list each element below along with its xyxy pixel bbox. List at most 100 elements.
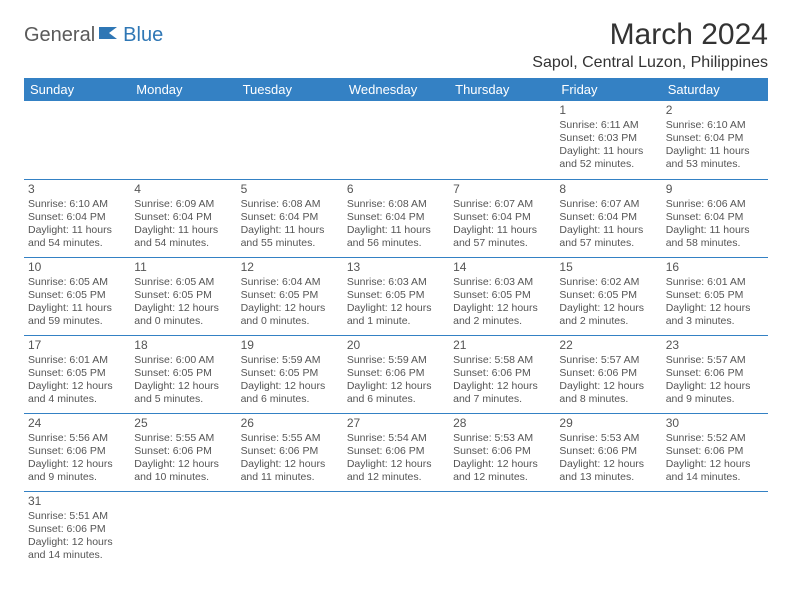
day-number: 14 bbox=[453, 260, 551, 275]
location-subtitle: Sapol, Central Luzon, Philippines bbox=[532, 54, 768, 72]
sunset-text: Sunset: 6:05 PM bbox=[666, 289, 764, 302]
weekday-header: Monday bbox=[130, 78, 236, 101]
calendar-cell: 2Sunrise: 6:10 AMSunset: 6:04 PMDaylight… bbox=[662, 101, 768, 179]
daylight-text: Daylight: 12 hours and 10 minutes. bbox=[134, 458, 232, 484]
sunrise-text: Sunrise: 6:03 AM bbox=[453, 276, 551, 289]
daylight-text: Daylight: 12 hours and 0 minutes. bbox=[134, 302, 232, 328]
calendar-cell: 27Sunrise: 5:54 AMSunset: 6:06 PMDayligh… bbox=[343, 413, 449, 491]
day-number: 29 bbox=[559, 416, 657, 431]
weekday-header-row: Sunday Monday Tuesday Wednesday Thursday… bbox=[24, 78, 768, 101]
day-number: 15 bbox=[559, 260, 657, 275]
day-number: 27 bbox=[347, 416, 445, 431]
calendar-cell: 28Sunrise: 5:53 AMSunset: 6:06 PMDayligh… bbox=[449, 413, 555, 491]
calendar-cell bbox=[343, 101, 449, 179]
daylight-text: Daylight: 11 hours and 58 minutes. bbox=[666, 224, 764, 250]
day-number: 22 bbox=[559, 338, 657, 353]
calendar-cell: 11Sunrise: 6:05 AMSunset: 6:05 PMDayligh… bbox=[130, 257, 236, 335]
calendar-cell: 7Sunrise: 6:07 AMSunset: 6:04 PMDaylight… bbox=[449, 179, 555, 257]
sunrise-text: Sunrise: 6:00 AM bbox=[134, 354, 232, 367]
day-number: 1 bbox=[559, 103, 657, 118]
sunrise-text: Sunrise: 6:01 AM bbox=[666, 276, 764, 289]
sunrise-text: Sunrise: 5:58 AM bbox=[453, 354, 551, 367]
sunrise-text: Sunrise: 5:55 AM bbox=[134, 432, 232, 445]
calendar-cell bbox=[24, 101, 130, 179]
weekday-header: Friday bbox=[555, 78, 661, 101]
daylight-text: Daylight: 12 hours and 4 minutes. bbox=[28, 380, 126, 406]
daylight-text: Daylight: 12 hours and 5 minutes. bbox=[134, 380, 232, 406]
calendar-table: Sunday Monday Tuesday Wednesday Thursday… bbox=[24, 78, 768, 569]
sunrise-text: Sunrise: 6:08 AM bbox=[241, 198, 339, 211]
sunrise-text: Sunrise: 5:52 AM bbox=[666, 432, 764, 445]
calendar-row: 1Sunrise: 6:11 AMSunset: 6:03 PMDaylight… bbox=[24, 101, 768, 179]
calendar-cell: 1Sunrise: 6:11 AMSunset: 6:03 PMDaylight… bbox=[555, 101, 661, 179]
sunset-text: Sunset: 6:05 PM bbox=[453, 289, 551, 302]
calendar-row: 31Sunrise: 5:51 AMSunset: 6:06 PMDayligh… bbox=[24, 491, 768, 569]
sunrise-text: Sunrise: 5:56 AM bbox=[28, 432, 126, 445]
sunset-text: Sunset: 6:04 PM bbox=[28, 211, 126, 224]
daylight-text: Daylight: 12 hours and 1 minute. bbox=[347, 302, 445, 328]
day-number: 23 bbox=[666, 338, 764, 353]
sunrise-text: Sunrise: 5:53 AM bbox=[559, 432, 657, 445]
sunset-text: Sunset: 6:04 PM bbox=[241, 211, 339, 224]
calendar-cell: 31Sunrise: 5:51 AMSunset: 6:06 PMDayligh… bbox=[24, 491, 130, 569]
page-title: March 2024 bbox=[532, 18, 768, 52]
calendar-cell bbox=[343, 491, 449, 569]
day-number: 9 bbox=[666, 182, 764, 197]
sunset-text: Sunset: 6:05 PM bbox=[347, 289, 445, 302]
calendar-cell: 26Sunrise: 5:55 AMSunset: 6:06 PMDayligh… bbox=[237, 413, 343, 491]
calendar-cell: 12Sunrise: 6:04 AMSunset: 6:05 PMDayligh… bbox=[237, 257, 343, 335]
daylight-text: Daylight: 11 hours and 54 minutes. bbox=[28, 224, 126, 250]
calendar-cell: 21Sunrise: 5:58 AMSunset: 6:06 PMDayligh… bbox=[449, 335, 555, 413]
day-number: 7 bbox=[453, 182, 551, 197]
sunrise-text: Sunrise: 5:51 AM bbox=[28, 510, 126, 523]
day-number: 3 bbox=[28, 182, 126, 197]
sunrise-text: Sunrise: 6:06 AM bbox=[666, 198, 764, 211]
weekday-header: Thursday bbox=[449, 78, 555, 101]
sunset-text: Sunset: 6:04 PM bbox=[559, 211, 657, 224]
calendar-cell: 23Sunrise: 5:57 AMSunset: 6:06 PMDayligh… bbox=[662, 335, 768, 413]
calendar-cell bbox=[662, 491, 768, 569]
daylight-text: Daylight: 12 hours and 2 minutes. bbox=[453, 302, 551, 328]
sunset-text: Sunset: 6:06 PM bbox=[666, 367, 764, 380]
sunset-text: Sunset: 6:04 PM bbox=[347, 211, 445, 224]
day-number: 5 bbox=[241, 182, 339, 197]
day-number: 17 bbox=[28, 338, 126, 353]
calendar-cell: 13Sunrise: 6:03 AMSunset: 6:05 PMDayligh… bbox=[343, 257, 449, 335]
sunset-text: Sunset: 6:04 PM bbox=[666, 132, 764, 145]
day-number: 6 bbox=[347, 182, 445, 197]
sunset-text: Sunset: 6:06 PM bbox=[453, 367, 551, 380]
day-number: 30 bbox=[666, 416, 764, 431]
sunset-text: Sunset: 6:05 PM bbox=[28, 289, 126, 302]
calendar-cell: 22Sunrise: 5:57 AMSunset: 6:06 PMDayligh… bbox=[555, 335, 661, 413]
sunset-text: Sunset: 6:06 PM bbox=[134, 445, 232, 458]
sunset-text: Sunset: 6:06 PM bbox=[241, 445, 339, 458]
calendar-cell: 3Sunrise: 6:10 AMSunset: 6:04 PMDaylight… bbox=[24, 179, 130, 257]
calendar-cell: 20Sunrise: 5:59 AMSunset: 6:06 PMDayligh… bbox=[343, 335, 449, 413]
day-number: 26 bbox=[241, 416, 339, 431]
day-number: 2 bbox=[666, 103, 764, 118]
daylight-text: Daylight: 11 hours and 59 minutes. bbox=[28, 302, 126, 328]
weekday-header: Sunday bbox=[24, 78, 130, 101]
sunrise-text: Sunrise: 6:05 AM bbox=[28, 276, 126, 289]
calendar-cell bbox=[449, 101, 555, 179]
daylight-text: Daylight: 12 hours and 14 minutes. bbox=[28, 536, 126, 562]
daylight-text: Daylight: 12 hours and 7 minutes. bbox=[453, 380, 551, 406]
header: General Blue March 2024 Sapol, Central L… bbox=[24, 18, 768, 72]
sunrise-text: Sunrise: 5:53 AM bbox=[453, 432, 551, 445]
calendar-cell: 19Sunrise: 5:59 AMSunset: 6:05 PMDayligh… bbox=[237, 335, 343, 413]
sunrise-text: Sunrise: 5:55 AM bbox=[241, 432, 339, 445]
daylight-text: Daylight: 11 hours and 53 minutes. bbox=[666, 145, 764, 171]
day-number: 12 bbox=[241, 260, 339, 275]
logo: General Blue bbox=[24, 18, 163, 47]
sunset-text: Sunset: 6:06 PM bbox=[347, 367, 445, 380]
calendar-row: 17Sunrise: 6:01 AMSunset: 6:05 PMDayligh… bbox=[24, 335, 768, 413]
sunset-text: Sunset: 6:05 PM bbox=[559, 289, 657, 302]
calendar-row: 10Sunrise: 6:05 AMSunset: 6:05 PMDayligh… bbox=[24, 257, 768, 335]
day-number: 11 bbox=[134, 260, 232, 275]
sunrise-text: Sunrise: 5:57 AM bbox=[666, 354, 764, 367]
daylight-text: Daylight: 11 hours and 57 minutes. bbox=[453, 224, 551, 250]
daylight-text: Daylight: 12 hours and 14 minutes. bbox=[666, 458, 764, 484]
calendar-cell: 16Sunrise: 6:01 AMSunset: 6:05 PMDayligh… bbox=[662, 257, 768, 335]
sunset-text: Sunset: 6:06 PM bbox=[666, 445, 764, 458]
daylight-text: Daylight: 12 hours and 13 minutes. bbox=[559, 458, 657, 484]
